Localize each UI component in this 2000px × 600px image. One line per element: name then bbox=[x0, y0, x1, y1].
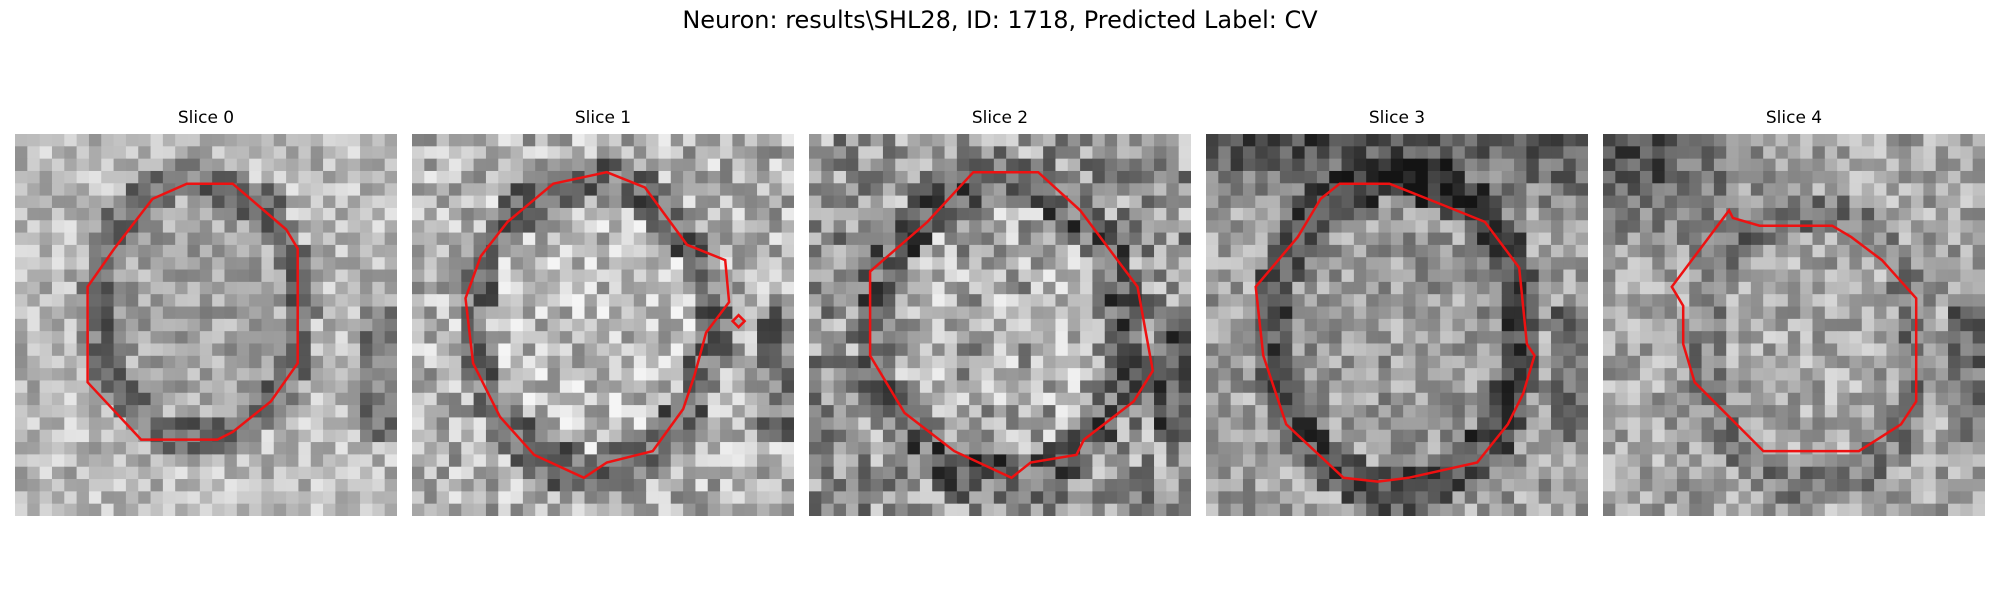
slice-image bbox=[15, 134, 397, 516]
slice-title: Slice 3 bbox=[1368, 108, 1426, 128]
segmentation-contour bbox=[1254, 182, 1536, 483]
slice-title: Slice 2 bbox=[971, 108, 1029, 128]
slice-title: Slice 1 bbox=[574, 108, 632, 128]
segmentation-contour bbox=[464, 170, 731, 480]
slice-title: Slice 4 bbox=[1765, 108, 1823, 128]
slice-title: Slice 0 bbox=[177, 108, 235, 128]
slice-image bbox=[1206, 134, 1588, 516]
slice-image bbox=[412, 134, 794, 516]
segmentation-contour-fragment bbox=[730, 313, 747, 329]
slice-svg bbox=[1603, 134, 1985, 516]
slice-image bbox=[1603, 134, 1985, 516]
segmentation-contour bbox=[1670, 208, 1918, 453]
figure-title: Neuron: results\SHL28, ID: 1718, Predict… bbox=[682, 6, 1318, 34]
slice-svg bbox=[15, 134, 397, 516]
segmentation-contour bbox=[868, 170, 1155, 480]
slice-svg bbox=[1206, 134, 1588, 516]
slice-svg bbox=[412, 134, 794, 516]
segmentation-contour bbox=[86, 182, 299, 441]
slice-svg bbox=[809, 134, 1191, 516]
slice-image bbox=[809, 134, 1191, 516]
